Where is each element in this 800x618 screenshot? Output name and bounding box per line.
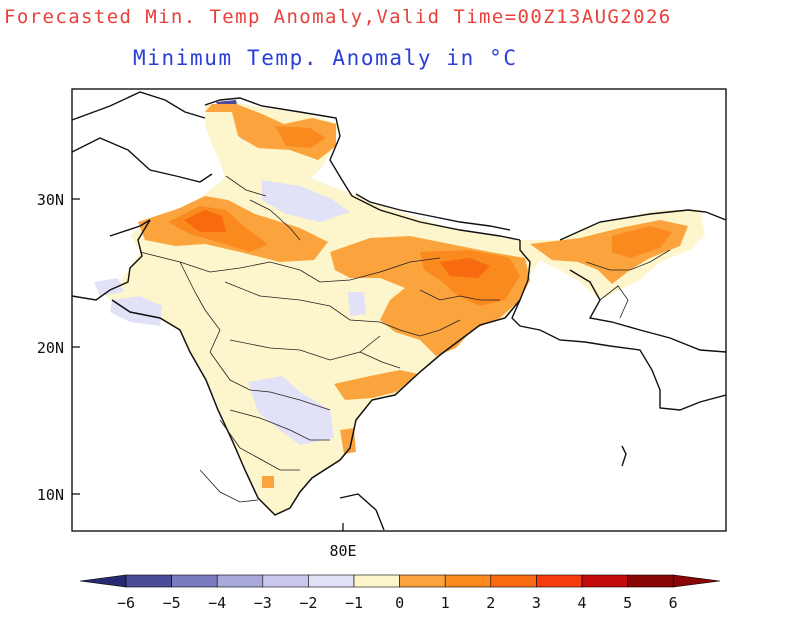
colorbar-label: 6 — [669, 594, 678, 612]
colorbar-box — [353, 574, 400, 588]
country-borders — [72, 91, 726, 467]
axis-ticks — [72, 198, 344, 531]
colorbar-label: −6 — [117, 594, 135, 612]
colorbar-box — [444, 574, 492, 588]
india-outline — [111, 299, 521, 516]
colorbar-label: 0 — [395, 594, 404, 612]
warm-patch-kashmir-inner — [275, 126, 326, 148]
colorbar: −6 −5 −4 −3 −2 −1 0 1 2 3 4 5 6 — [79, 574, 721, 612]
colorbar-box — [308, 574, 355, 588]
colorbar-box — [399, 574, 446, 588]
cool-patch-west-land — [94, 278, 124, 296]
map-frame — [71, 88, 727, 532]
cool-patch-central — [348, 292, 366, 316]
colorbar-box — [125, 574, 172, 588]
chart-subtitle: Minimum Temp. Anomaly in °C — [133, 46, 518, 70]
colorbar-label: −5 — [163, 594, 181, 612]
map-layer — [72, 91, 726, 531]
cool-patch-west-coast — [110, 296, 162, 326]
lat-label-10n: 10N — [37, 486, 64, 504]
colorbar-label: 3 — [532, 594, 541, 612]
cool-patch-deccan — [248, 376, 334, 445]
colorbar-label: 1 — [441, 594, 450, 612]
warm-patch-punjab-hot — [184, 210, 226, 232]
colorbar-box — [490, 574, 537, 588]
colorbar-box — [171, 574, 218, 588]
colorbar-arrow-high — [672, 574, 721, 588]
colorbar-label: −3 — [254, 594, 272, 612]
cool-patch-hills — [262, 180, 350, 222]
warm-patch-south-tip — [262, 476, 274, 488]
lat-label-20n: 20N — [37, 339, 64, 357]
warm-patch-east-coast — [334, 370, 418, 400]
colorbar-label: −4 — [208, 594, 226, 612]
colorbar-box — [627, 574, 674, 588]
warm-patch-bihar-hot — [440, 258, 490, 278]
colorbar-label: −1 — [345, 594, 363, 612]
colorbar-box — [581, 574, 628, 588]
lat-label-30n: 30N — [37, 191, 64, 209]
colorbar-box — [216, 574, 264, 588]
colorbar-label: 2 — [486, 594, 495, 612]
colorbar-labels: −6 −5 −4 −3 −2 −1 0 1 2 3 4 5 6 — [117, 594, 678, 612]
warm-patch-northeast-core — [612, 226, 672, 258]
colorbar-label: −2 — [299, 594, 317, 612]
warm-patch-south-east — [340, 428, 356, 454]
colorbar-arrow-low — [79, 574, 127, 588]
sri-lanka — [339, 493, 385, 531]
chart-title: Forecasted Min. Temp Anomaly,Valid Time=… — [4, 6, 672, 28]
colorbar-label: 5 — [623, 594, 632, 612]
lon-label-80e: 80E — [329, 542, 356, 560]
colorbar-box — [536, 574, 583, 588]
colorbar-box — [262, 574, 309, 588]
state-boundaries — [139, 175, 671, 503]
colorbar-label: 4 — [577, 594, 586, 612]
colorbar-boxes — [79, 574, 721, 588]
